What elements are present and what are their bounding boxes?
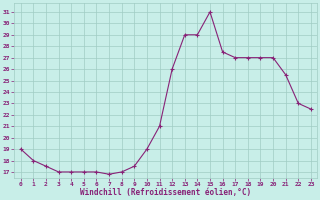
X-axis label: Windchill (Refroidissement éolien,°C): Windchill (Refroidissement éolien,°C)	[80, 188, 252, 197]
